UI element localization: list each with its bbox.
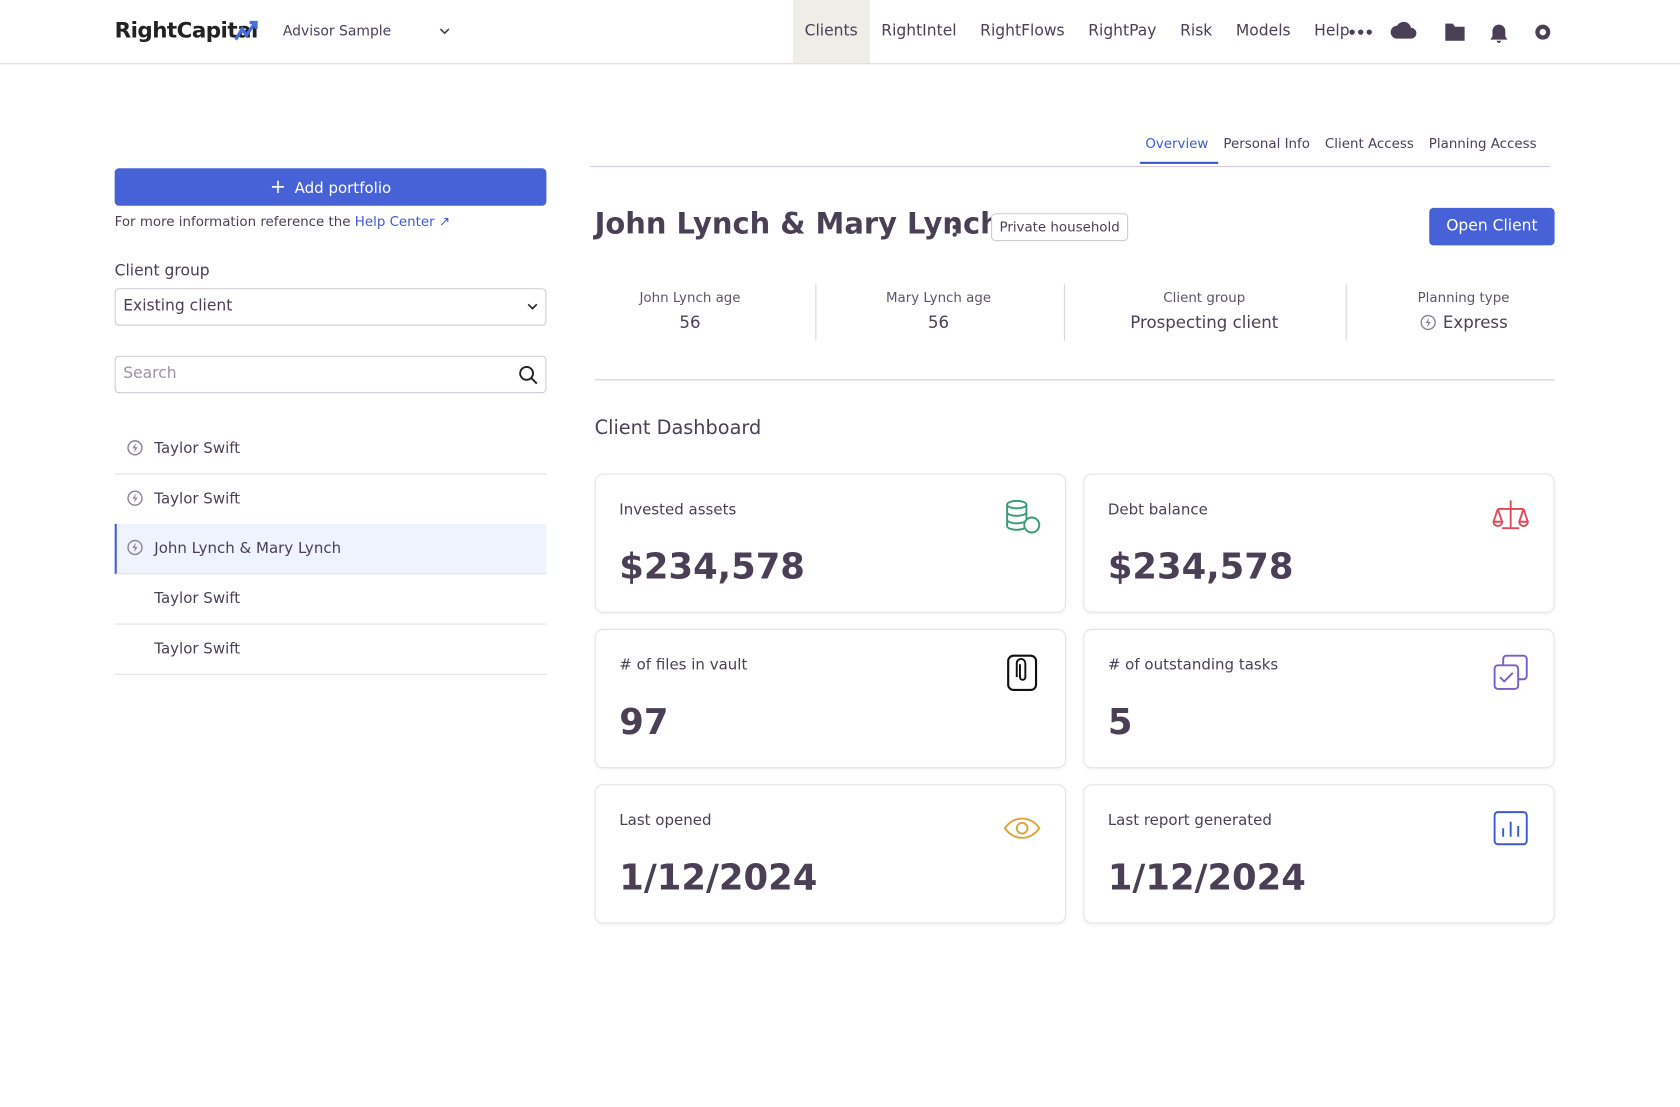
card-label: # of files in vault [619, 656, 748, 674]
stat-label: Planning type [1417, 289, 1510, 306]
card-value: 1/12/2024 [1107, 856, 1306, 898]
stat-label: Client group [1163, 289, 1246, 306]
stat: Client group Prospecting client [1081, 289, 1327, 332]
stat-card[interactable]: Last opened 1/12/2024 [594, 784, 1067, 924]
card-value: $234,578 [619, 545, 805, 588]
field-label: Client group [114, 262, 210, 280]
logo-mark [234, 20, 258, 41]
nav-item[interactable]: RightFlows [980, 22, 1065, 40]
value: Prospecting client [1130, 312, 1279, 333]
client-row[interactable]: Taylor Swift [114, 624, 547, 675]
card-value: 1/12/2024 [619, 856, 818, 898]
value: 56 [927, 312, 950, 333]
nav-item[interactable]: RightIntel [881, 22, 957, 40]
client-name: Taylor Swift [154, 640, 241, 658]
nav-item[interactable]: RightPay [1088, 22, 1157, 40]
stat-label: John Lynch age [639, 289, 741, 306]
value: Express [1442, 312, 1508, 333]
client-name: John Lynch & Mary Lynch [154, 540, 342, 558]
stat-card[interactable]: # of outstanding tasks 5 [1083, 628, 1555, 769]
divider [594, 379, 1555, 381]
button-label: Add portfolio [294, 179, 392, 198]
advisor-select[interactable]: Advisor Sample [282, 23, 392, 40]
nav-items: Clients RightIntel RightFlows RightPay Risk M… [792, 0, 1362, 64]
client-name: Taylor Swift [154, 590, 241, 608]
client-group-select[interactable]: Existing client [114, 288, 547, 326]
client-row[interactable]: Taylor Swift [114, 424, 547, 475]
stat-value: Express [1340, 313, 1586, 332]
badge: Private household [991, 213, 1129, 242]
nav-item[interactable]: Help [1314, 22, 1350, 40]
client-name: Taylor Swift [154, 440, 241, 458]
tabs: Overview Personal Info Client Access Planni… [1139, 134, 1546, 164]
nav-icons [1349, 21, 1551, 43]
tab[interactable]: Overview [1139, 135, 1219, 164]
stat: Mary Lynch age 56 [815, 289, 1061, 332]
chevron[interactable] [438, 26, 451, 37]
logo[interactable]: RightCapital [114, 17, 259, 43]
card-label: Last report generated [1107, 812, 1272, 830]
stat-value: 56 [567, 313, 813, 332]
help-line: For more information reference the Help … [114, 213, 451, 230]
stat-label: Mary Lynch age [885, 289, 992, 306]
stat-card[interactable]: Last report generated 1/12/2024 [1083, 784, 1555, 924]
nav-item[interactable]: Risk [1180, 22, 1213, 40]
help-link[interactable]: Help Center [354, 213, 435, 230]
card-label: Debt balance [1107, 501, 1208, 519]
top-nav [0, 0, 1680, 65]
nav-item[interactable]: Models [1235, 22, 1291, 40]
nav-item[interactable]: Clients [792, 0, 870, 64]
card-label: Last opened [619, 812, 712, 830]
help-text: For more information reference the [114, 213, 351, 230]
card-value: 97 [619, 700, 669, 743]
stat-value: 56 [815, 313, 1061, 332]
client-row[interactable]: John Lynch & Mary Lynch [114, 524, 547, 575]
kebab[interactable] [949, 215, 960, 239]
stat: Planning type Express [1340, 289, 1586, 332]
stat-card[interactable]: # of files in vault 97 [594, 628, 1067, 769]
client-row[interactable]: Taylor Swift [114, 474, 547, 525]
stat-value: Prospecting client [1081, 313, 1327, 332]
card-label: # of outstanding tasks [1107, 656, 1279, 674]
card-value: 5 [1107, 700, 1133, 743]
card-value: $234,578 [1107, 545, 1294, 588]
stat-card[interactable]: Invested assets $234,578 [594, 473, 1067, 613]
client-row[interactable]: Taylor Swift [114, 574, 547, 625]
tab[interactable]: Personal Info [1223, 134, 1310, 152]
search-input[interactable]: Search [114, 355, 547, 394]
card-label: Invested assets [619, 501, 737, 519]
open-client[interactable]: Open Client [1429, 207, 1555, 246]
tab[interactable]: Client Access [1324, 134, 1414, 152]
stat: John Lynch age 56 [567, 289, 813, 332]
value: 56 [679, 312, 701, 333]
tab[interactable]: Planning Access [1428, 134, 1537, 152]
section-title: Client Dashboard [594, 416, 762, 440]
placeholder: Search [123, 365, 177, 383]
add-portfolio[interactable]: + Add portfolio [114, 168, 547, 206]
tab-line [590, 166, 1551, 168]
client-name: John Lynch & Mary Lynch [594, 207, 1001, 242]
stat-card[interactable]: Debt balance $234,578 [1083, 473, 1555, 613]
select-value: Existing client [123, 297, 233, 315]
client-name: Taylor Swift [154, 490, 241, 508]
